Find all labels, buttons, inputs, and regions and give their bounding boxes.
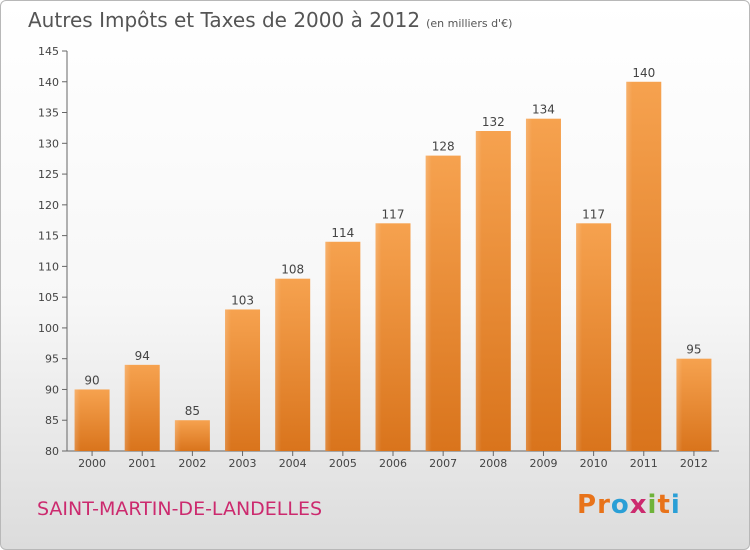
x-tick-label: 2003 <box>229 457 257 470</box>
logo-letter: o <box>610 490 630 520</box>
bar-highlight <box>425 155 432 451</box>
chart-title: Autres Impôts et Taxes de 2000 à 2012 (en… <box>28 8 512 32</box>
x-tick-label: 2000 <box>78 457 106 470</box>
bar-highlight <box>124 364 131 451</box>
x-tick-label: 2009 <box>529 457 557 470</box>
logo-letter: i <box>670 490 681 520</box>
bar-highlight <box>174 420 181 451</box>
data-label: 132 <box>482 115 505 129</box>
bar-highlight <box>275 278 282 451</box>
bar-highlight <box>626 81 633 452</box>
bar-highlight <box>525 118 532 451</box>
data-label: 95 <box>686 343 701 357</box>
bar-highlight <box>676 358 683 451</box>
bar-highlight <box>74 389 81 451</box>
x-tick-label: 2008 <box>479 457 507 470</box>
y-tick-label: 100 <box>38 322 59 335</box>
x-tick-label: 2010 <box>580 457 608 470</box>
chart-unit-note: (en milliers d'€) <box>426 17 513 30</box>
proxiti-logo: Proxiti <box>577 490 681 520</box>
y-tick-label: 135 <box>38 107 59 120</box>
x-tick-label: 2001 <box>128 457 156 470</box>
data-label: 117 <box>582 207 605 221</box>
x-tick-label: 2011 <box>630 457 658 470</box>
y-tick-label: 105 <box>38 291 59 304</box>
chart-bars <box>74 81 712 452</box>
chart-labels: 2000 90 2001 94 2002 85 2003 103 2004 108 2005 114 2… <box>78 66 708 470</box>
data-label: 108 <box>281 263 304 277</box>
chart-title-main: Autres Impôts et Taxes de 2000 à 2012 <box>28 8 421 32</box>
y-tick-label: 145 <box>38 45 59 58</box>
y-tick-label: 85 <box>45 414 59 427</box>
y-tick-label: 90 <box>45 383 59 396</box>
data-label: 103 <box>231 293 254 307</box>
logo-letter: t <box>657 490 671 520</box>
y-tick-label: 110 <box>38 260 59 273</box>
x-tick-label: 2005 <box>329 457 357 470</box>
x-tick-label: 2007 <box>429 457 457 470</box>
commune-name: SAINT-MARTIN-DE-LANDELLES <box>37 498 323 520</box>
data-label: 134 <box>532 103 555 117</box>
chart-axes: 80 85 90 95 100 105 110 115 120 125 130 135 140 145 <box>38 45 719 458</box>
data-label: 94 <box>135 349 150 363</box>
bar-highlight <box>225 309 232 451</box>
x-tick-label: 2004 <box>279 457 307 470</box>
y-tick-label: 140 <box>38 76 59 89</box>
data-label: 114 <box>331 226 354 240</box>
data-label: 128 <box>432 140 455 154</box>
data-label: 140 <box>632 66 655 80</box>
logo-letter: P <box>577 490 598 520</box>
y-tick-label: 115 <box>38 230 59 243</box>
logo-letter: r <box>597 490 611 520</box>
bar-highlight <box>475 131 482 451</box>
logo-letter: i <box>647 490 658 520</box>
data-label: 85 <box>185 404 200 418</box>
x-tick-label: 2002 <box>178 457 206 470</box>
data-label: 90 <box>84 373 99 387</box>
logo-letter: x <box>629 490 648 520</box>
y-tick-label: 95 <box>45 353 59 366</box>
y-tick-label: 120 <box>38 199 59 212</box>
y-tick-label: 130 <box>38 137 59 150</box>
x-tick-label: 2006 <box>379 457 407 470</box>
bar-highlight <box>375 223 382 451</box>
bar-highlight <box>325 241 332 451</box>
y-tick-label: 125 <box>38 168 59 181</box>
data-label: 117 <box>382 207 405 221</box>
x-tick-label: 2012 <box>680 457 708 470</box>
bar-highlight <box>576 223 583 451</box>
y-tick-label: 80 <box>45 445 59 458</box>
